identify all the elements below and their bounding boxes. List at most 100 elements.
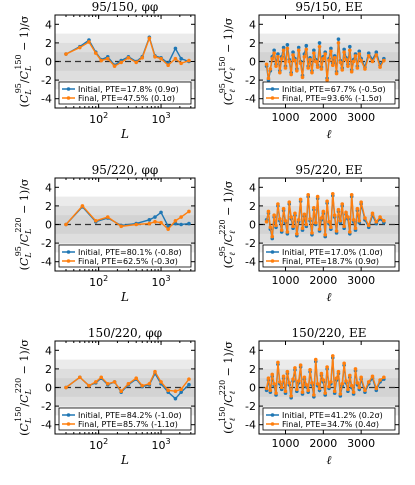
data-point-final xyxy=(351,59,356,64)
data-point-final xyxy=(338,60,343,65)
data-point-final xyxy=(285,230,290,234)
data-point-final xyxy=(268,388,273,393)
y-tick-label: 2 xyxy=(45,363,52,376)
data-point-final xyxy=(179,387,183,392)
y-tick-label: 2 xyxy=(249,200,256,213)
data-point-final xyxy=(281,48,286,53)
data-point-final xyxy=(287,200,292,204)
data-point-final xyxy=(319,216,324,220)
legend-label: Final, PTE=18.7% (0.9σ) xyxy=(282,257,379,266)
data-point-final xyxy=(266,209,271,214)
data-point-final xyxy=(147,381,152,386)
x-tick-label: 1000 xyxy=(271,437,299,450)
data-point-final xyxy=(187,58,191,63)
data-point-final xyxy=(353,226,358,231)
legend-marker xyxy=(66,422,71,426)
data-point-final xyxy=(272,213,276,217)
data-point-final xyxy=(291,377,295,381)
data-point-final xyxy=(140,55,145,60)
data-point-final xyxy=(359,58,363,63)
data-point-final xyxy=(378,215,382,219)
data-point-final xyxy=(289,72,293,77)
data-point-final xyxy=(308,57,312,62)
data-point-initial xyxy=(291,50,295,54)
x-axis-label: L xyxy=(120,290,129,304)
data-point-final xyxy=(80,204,85,208)
data-point-final xyxy=(268,67,273,71)
data-point-final xyxy=(366,54,371,58)
data-point-final xyxy=(274,391,278,395)
data-point-final xyxy=(270,372,275,377)
y-tick-label: -4 xyxy=(41,419,52,432)
data-point-final xyxy=(283,389,288,394)
panel-title: 150/220, φφ xyxy=(88,326,162,340)
legend-label: Initial, PTE=67.7% (-0.5σ) xyxy=(282,85,386,94)
data-point-final xyxy=(153,369,157,374)
y-tick-label: 4 xyxy=(45,181,52,194)
data-point-final xyxy=(348,48,352,53)
data-point-final xyxy=(346,64,350,68)
data-point-final xyxy=(126,381,131,386)
data-point-final xyxy=(306,66,310,70)
chart-panel-6: -4 -2 0 2 4 1000 2000 3000 150/220, EE ℓ (Cℓ150/Cℓ… xyxy=(218,326,400,467)
data-point-final xyxy=(159,380,163,384)
data-point-final xyxy=(293,366,297,370)
data-point-final xyxy=(187,209,191,214)
data-point-final xyxy=(119,60,123,65)
data-point-final xyxy=(300,390,305,394)
y-tick-label: -2 xyxy=(245,400,256,413)
data-point-final xyxy=(99,375,104,380)
data-point-final xyxy=(329,49,333,54)
data-point-final xyxy=(348,373,352,378)
data-point-initial xyxy=(342,47,346,52)
data-point-final xyxy=(278,217,282,221)
data-point-initial xyxy=(179,390,183,394)
data-point-final xyxy=(325,365,329,369)
data-point-final xyxy=(300,226,305,231)
data-point-initial xyxy=(153,215,157,219)
data-point-final xyxy=(264,62,269,67)
data-point-final xyxy=(378,65,382,69)
data-point-final xyxy=(289,215,293,219)
data-point-final xyxy=(296,48,301,53)
data-point-final xyxy=(270,56,275,61)
x-tick-label: 3000 xyxy=(347,111,375,124)
panel-title: 95/150, EE xyxy=(295,0,362,14)
data-point-final xyxy=(304,222,309,227)
data-point-initial xyxy=(272,48,276,53)
data-point-final xyxy=(323,232,328,237)
data-point-final xyxy=(357,385,362,390)
data-point-initial xyxy=(173,396,178,401)
data-point-final xyxy=(330,192,335,196)
data-point-final xyxy=(293,211,297,216)
data-point-initial xyxy=(366,51,371,55)
data-point-final xyxy=(353,367,358,371)
data-point-final xyxy=(325,199,329,204)
data-point-final xyxy=(270,234,275,239)
y-tick-label: 4 xyxy=(45,18,52,31)
y-tick-label: 0 xyxy=(45,382,52,395)
data-point-final xyxy=(298,61,303,66)
legend-marker xyxy=(66,250,71,254)
data-point-final xyxy=(363,216,367,220)
data-point-final xyxy=(321,209,326,214)
panel-title: 95/150, φφ xyxy=(92,0,159,14)
data-point-final xyxy=(64,52,68,56)
data-point-final xyxy=(279,56,284,61)
data-point-final xyxy=(264,219,269,224)
data-point-final xyxy=(374,386,379,391)
data-point-final xyxy=(147,221,152,226)
data-point-final xyxy=(317,386,322,391)
data-point-final xyxy=(342,224,346,229)
y-tick-label: 2 xyxy=(249,37,256,50)
legend-box xyxy=(58,81,192,105)
panel-title: 95/220, EE xyxy=(295,163,362,177)
data-point-final xyxy=(93,218,98,223)
data-point-final xyxy=(342,361,346,366)
y-tick-label: -4 xyxy=(245,419,256,432)
data-point-final xyxy=(353,54,358,58)
data-point-final xyxy=(295,69,299,73)
data-point-final xyxy=(285,46,290,51)
x-tick-label: 1000 xyxy=(271,111,299,124)
data-point-final xyxy=(78,45,82,50)
